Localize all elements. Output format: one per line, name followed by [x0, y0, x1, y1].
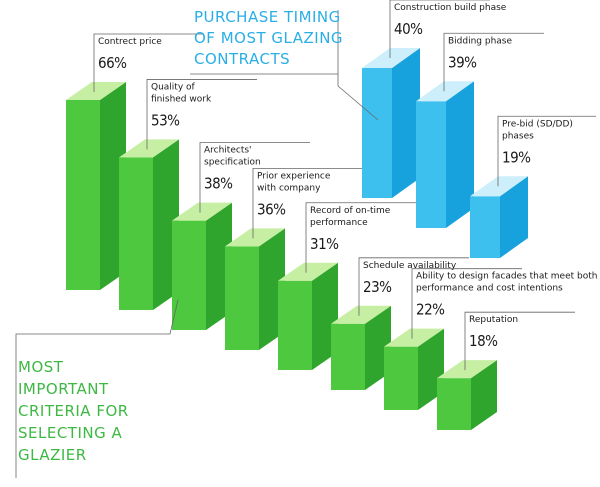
green-category-label: Contrect price: [98, 37, 162, 47]
blue-leader-1: [443, 32, 544, 92]
green-bar-7-front: [437, 378, 471, 430]
green-leader-2: [199, 142, 310, 213]
blue-value-label: 40%: [394, 20, 423, 38]
green-bar-7: [437, 360, 497, 430]
green-value-label: 18%: [469, 332, 498, 350]
green-bar-1-front: [119, 157, 153, 310]
green-value-label: 23%: [363, 278, 392, 296]
green-title-bracket: [15, 299, 179, 478]
green-leader-5: [358, 257, 469, 316]
green-category-label: performance: [310, 218, 368, 228]
blue-title-pointer: [337, 74, 379, 121]
green-bar-0-top: [66, 82, 126, 100]
green-bar-1-top: [119, 139, 179, 158]
green-bar-5-top: [331, 305, 391, 324]
green-bar-5-front: [331, 323, 365, 390]
blue-bar-2-front: [470, 196, 500, 258]
green-category-label: finished work: [151, 94, 212, 104]
green-category-label: Ability to design facades that meet both: [416, 272, 597, 282]
green-value-label: 22%: [416, 301, 445, 319]
green-leader-1: [146, 79, 257, 150]
blue-bar-2-top: [470, 176, 528, 197]
green-leader-3: [252, 167, 363, 239]
green-chart-title: CRITERIA FOR: [18, 402, 129, 420]
blue-chart-title: PURCHASE TIMING: [194, 8, 341, 26]
green-value-label: 38%: [204, 175, 233, 193]
blue-bar-1-front: [416, 101, 446, 228]
blue-value-label: 19%: [502, 148, 531, 166]
blue-bar-0-side: [392, 48, 420, 198]
green-bar-6-top: [384, 328, 444, 347]
blue-category-label: phases: [502, 131, 534, 141]
green-chart-title: SELECTING A: [18, 424, 123, 442]
blue-bar-0: [362, 48, 420, 198]
green-bar-6-front: [384, 346, 418, 410]
blue-category-label: Bidding phase: [448, 36, 513, 46]
blue-category-label: Construction build phase: [394, 3, 507, 13]
green-bar-7-side: [471, 360, 497, 430]
green-chart-title: IMPORTANT: [18, 380, 109, 398]
green-value-label: 36%: [257, 200, 286, 218]
green-bar-0-front: [66, 100, 100, 290]
green-bar-5: [331, 305, 391, 390]
blue-bar-0-top: [362, 48, 420, 68]
blue-chart-title: OF MOST GLAZING: [194, 29, 343, 47]
green-value-label: 66%: [98, 54, 127, 72]
green-chart-title: GLAZIER: [18, 446, 87, 464]
green-category-label: Prior experience: [257, 171, 331, 181]
green-bar-0: [66, 82, 126, 290]
green-bar-4-front: [278, 280, 312, 370]
blue-bar-2: [470, 176, 528, 258]
green-bar-1: [119, 139, 179, 310]
green-chart-title: MOST: [18, 358, 64, 376]
green-category-label: specification: [204, 158, 261, 168]
green-category-label: performance and cost intentions: [416, 284, 563, 294]
blue-chart-title: CONTRACTS: [194, 50, 290, 68]
green-leader-7: [464, 311, 575, 371]
blue-value-label: 39%: [448, 53, 477, 71]
green-value-label: 53%: [151, 111, 180, 129]
blue-bar-1-side: [446, 81, 474, 228]
green-category-label: Reputation: [469, 315, 518, 325]
blue-bar-1-top: [416, 81, 474, 102]
green-leader-4: [305, 202, 416, 273]
green-bar-3: [225, 228, 285, 350]
green-category-label: Record of on-time: [310, 206, 391, 216]
green-bar-4: [278, 262, 338, 370]
green-bar-2: [172, 202, 232, 330]
green-category-label: Architects': [204, 146, 252, 156]
blue-bar-1: [416, 81, 474, 228]
blue-leader-0: [389, 0, 490, 58]
blue-bar-2-side: [500, 176, 528, 258]
green-bar-3-front: [225, 246, 259, 350]
green-bar-2-front: [172, 220, 206, 330]
blue-bar-0-front: [362, 68, 392, 198]
green-bar-4-top: [278, 262, 338, 281]
green-bar-6: [384, 328, 444, 410]
green-leader-6: [411, 268, 522, 339]
green-bar-2-top: [172, 202, 232, 221]
green-category-label: with company: [257, 183, 321, 193]
blue-leader-2: [497, 115, 596, 187]
green-category-label: Quality of: [151, 82, 196, 92]
blue-category-label: Pre-bid (SD/DD): [502, 119, 573, 129]
green-value-label: 31%: [310, 235, 339, 253]
green-category-label: Schedule availability: [363, 261, 457, 271]
green-bar-3-top: [225, 228, 285, 247]
green-leader-0: [93, 33, 204, 92]
green-bar-7-top: [437, 360, 497, 379]
